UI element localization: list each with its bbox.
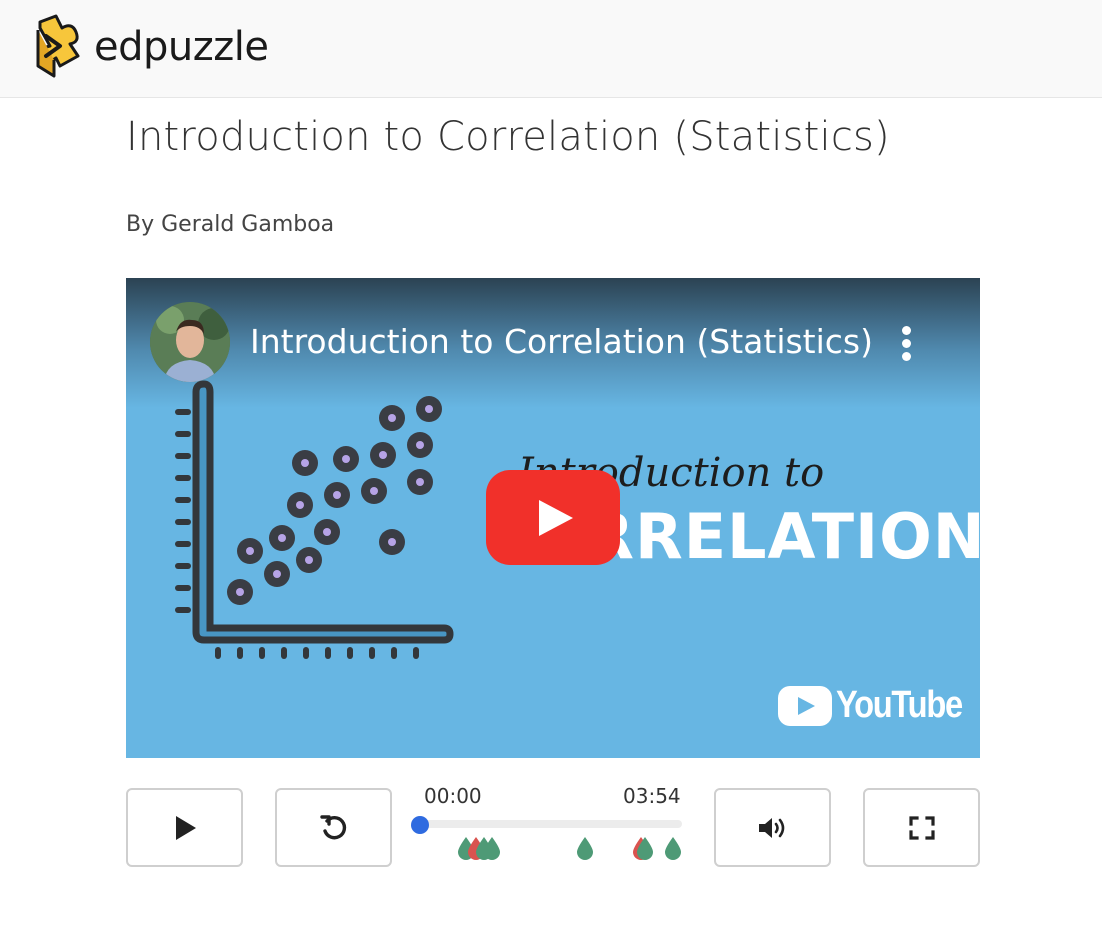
fullscreen-icon <box>908 815 935 840</box>
author-byline: By Gerald Gamboa <box>126 212 335 237</box>
fullscreen-button[interactable] <box>863 788 980 867</box>
scatter-plot-illustration <box>175 380 454 659</box>
video-header-gradient <box>126 278 980 408</box>
replay-button[interactable] <box>275 788 392 867</box>
edpuzzle-logo[interactable]: edpuzzle <box>30 14 269 80</box>
play-icon <box>175 815 196 840</box>
question-marker-icon[interactable] <box>663 836 683 860</box>
progress-track[interactable] <box>416 820 682 828</box>
progress-knob[interactable] <box>411 816 429 834</box>
play-button[interactable] <box>126 788 243 867</box>
video-player[interactable]: Introduction to Correlation (Statistics)… <box>126 278 980 758</box>
volume-button[interactable] <box>714 788 831 867</box>
volume-icon <box>758 817 784 838</box>
page-title: Introduction to Correlation (Statistics) <box>126 114 890 160</box>
question-marker-icon[interactable] <box>575 836 595 860</box>
current-time: 00:00 <box>424 784 482 808</box>
youtube-logo[interactable]: YouTube <box>778 684 980 727</box>
avatar-person-icon <box>150 302 230 382</box>
play-triangle-icon <box>539 500 573 536</box>
video-title[interactable]: Introduction to Correlation (Statistics) <box>250 322 874 361</box>
duration: 03:54 <box>623 784 681 808</box>
youtube-wordmark: YouTube <box>836 684 963 726</box>
more-options-icon[interactable] <box>898 326 914 366</box>
question-marker-icon[interactable] <box>482 836 502 860</box>
question-marker-icon[interactable] <box>635 836 655 860</box>
replay-icon <box>319 814 346 839</box>
top-bar: edpuzzle <box>0 0 1102 98</box>
channel-avatar[interactable] <box>150 302 230 382</box>
puzzle-logo-icon <box>36 14 80 78</box>
brand-name: edpuzzle <box>94 24 269 70</box>
youtube-play-icon <box>778 685 832 726</box>
youtube-play-button[interactable] <box>486 470 620 565</box>
